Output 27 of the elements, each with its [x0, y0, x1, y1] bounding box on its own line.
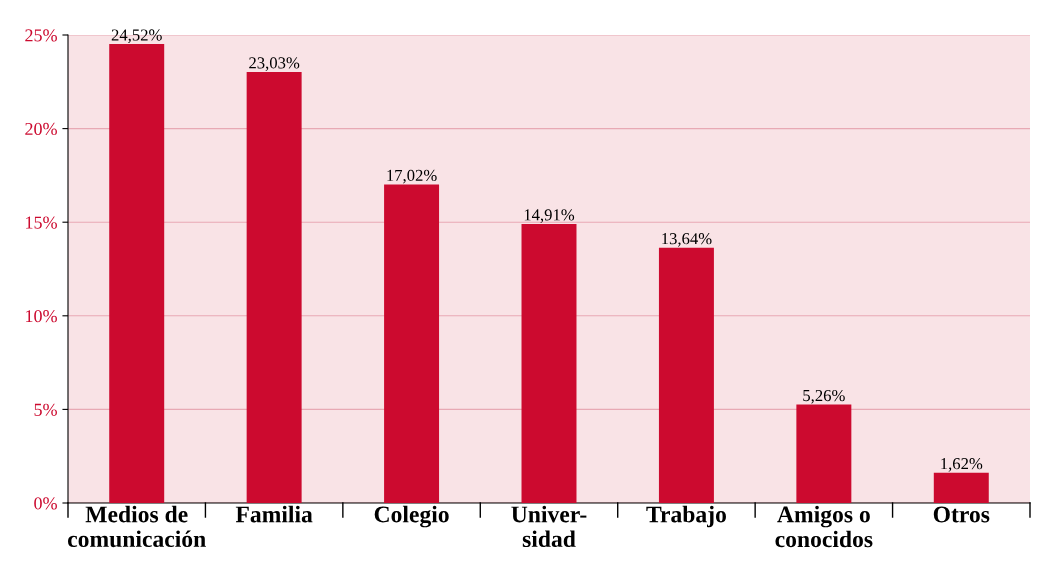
x-tick-label: Amigos o conocidos — [775, 505, 873, 548]
x-tick-label: Univer- sidad — [511, 505, 587, 548]
data-label: 1,62% — [941, 458, 983, 472]
bar — [796, 404, 852, 503]
y-tick-label: 20% — [25, 122, 57, 136]
bar — [109, 43, 165, 503]
y-tick-label: 15% — [26, 216, 57, 229]
data-label: 17,02% — [387, 169, 437, 184]
bar — [246, 71, 302, 503]
y-tick-label: 5% — [34, 403, 57, 416]
x-tick-label: Medios de comunicación — [68, 505, 206, 548]
data-label: 13,64% — [662, 233, 712, 247]
data-label: 5,26% — [803, 389, 845, 404]
data-label: 14,91% — [524, 209, 575, 223]
x-tick-label: Familia — [235, 505, 313, 523]
bar — [658, 247, 714, 503]
bar — [933, 472, 989, 503]
x-tick-label: Trabajo — [646, 505, 726, 528]
bar — [384, 184, 440, 503]
y-tick-label: 25% — [25, 29, 57, 42]
x-tick-label: Colegio — [374, 505, 449, 528]
y-tick-label: 10% — [26, 310, 57, 323]
bar — [521, 223, 577, 503]
x-tick-label: Otros — [933, 506, 990, 523]
data-label: 23,03% — [249, 57, 300, 71]
data-label: 24,52% — [111, 29, 162, 43]
y-tick-label: 0% — [34, 497, 57, 510]
